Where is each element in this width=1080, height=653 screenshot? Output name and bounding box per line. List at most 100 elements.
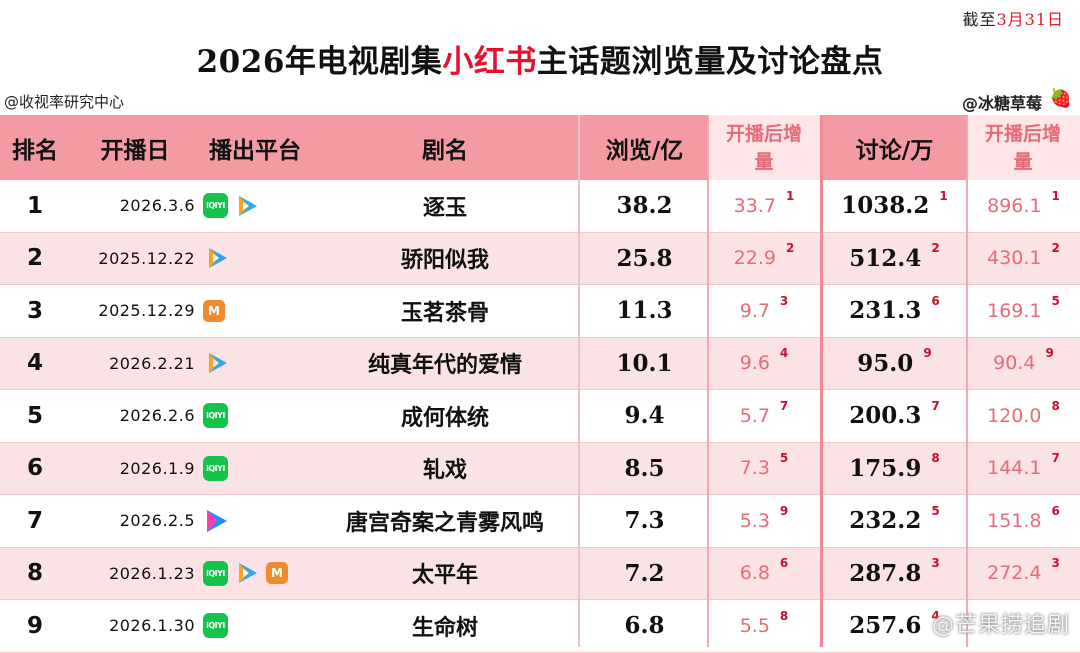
discussion-cell: 1038.2 1 bbox=[822, 180, 967, 232]
discussion-increment-cell: 896.1 1 bbox=[967, 180, 1080, 232]
discussion-rank: 1 bbox=[939, 188, 948, 203]
views-cell: 9.4 bbox=[624, 402, 665, 430]
discussion-increment-value: 272.4 bbox=[987, 562, 1042, 585]
page-title: 2026年电视剧集小红书主话题浏览量及讨论盘点 bbox=[196, 44, 884, 80]
platform-cell: M bbox=[203, 285, 328, 337]
column-divider bbox=[578, 115, 580, 647]
discussion-increment-value: 169.1 bbox=[987, 299, 1042, 322]
views-increment-value: 5.7 bbox=[739, 404, 770, 427]
platform-cell: iQIYI M bbox=[203, 548, 328, 600]
date-cell: 2025.12.22 bbox=[98, 248, 195, 268]
rank-cell: 5 bbox=[26, 402, 43, 429]
views-cell: 10.1 bbox=[616, 349, 673, 377]
header-date: 开播日 bbox=[100, 137, 170, 164]
iqiyi-icon: iQIYI bbox=[203, 613, 228, 639]
rank-cell: 9 bbox=[26, 612, 43, 639]
tencent-icon bbox=[233, 193, 261, 218]
views-increment-cell: 9.7 3 bbox=[708, 285, 820, 337]
discussion-increment-cell: 430.1 2 bbox=[967, 233, 1080, 285]
discussion-increment-cell: 120.0 8 bbox=[967, 390, 1080, 442]
views-increment-value: 5.5 bbox=[739, 614, 770, 637]
discussion-rank: 8 bbox=[931, 451, 940, 466]
views-increment-rank: 9 bbox=[779, 503, 789, 518]
table-header: 排名 开播日 播出平台 剧名 浏览/亿 开播后增量 讨论/万 开播后增量 bbox=[0, 115, 1080, 180]
watermark: @芒果捞追剧 bbox=[931, 613, 1070, 638]
table-row: 3 2025.12.29 M 玉茗茶骨 11.3 9.7 3 231.3 6 169.1 5 bbox=[0, 285, 1080, 338]
header-discussion-increment: 开播后增量 bbox=[984, 122, 1061, 173]
discussion-value: 95.0 bbox=[857, 349, 914, 377]
views-increment-cell: 9.6 4 bbox=[708, 338, 820, 390]
drama-name-cell: 轧戏 bbox=[422, 458, 467, 484]
drama-name-cell: 玉茗茶骨 bbox=[400, 300, 489, 326]
header-rank: 排名 bbox=[12, 137, 58, 164]
rank-cell: 8 bbox=[26, 560, 43, 587]
discussion-increment-rank: 6 bbox=[1051, 503, 1060, 518]
discussion-rank: 9 bbox=[923, 346, 932, 361]
table-row: 9 2026.1.30 iQIYI 生命树 6.8 5.5 8 257.6 4 bbox=[0, 600, 1080, 653]
discussion-increment-cell: 144.1 7 bbox=[967, 443, 1080, 495]
iqiyi-icon: iQIYI bbox=[203, 560, 228, 586]
header-views: 浏览/亿 bbox=[605, 137, 684, 164]
table-row: 7 2026.2.5 唐宫奇案之青雾风鸣 7.3 5.3 9 232.2 5 151.8 6 bbox=[0, 495, 1080, 548]
iqiyi-icon: iQIYI bbox=[203, 455, 228, 481]
discussion-increment-rank: 2 bbox=[1051, 241, 1060, 256]
table-row: 2 2025.12.22 骄阳似我 25.8 22.9 2 512.4 2 430.1 2 bbox=[0, 232, 1080, 285]
drama-name-cell: 骄阳似我 bbox=[400, 248, 489, 274]
mango-icon: M bbox=[203, 299, 225, 322]
discussion-increment-rank: 5 bbox=[1051, 293, 1060, 308]
column-divider bbox=[707, 115, 709, 647]
discussion-increment-value: 120.0 bbox=[987, 404, 1042, 427]
rank-cell: 4 bbox=[26, 350, 43, 377]
discussion-value: 200.3 bbox=[849, 402, 922, 430]
drama-name-cell: 成何体统 bbox=[400, 405, 489, 431]
discussion-rank: 2 bbox=[931, 241, 940, 256]
views-increment-cell: 6.8 6 bbox=[708, 548, 820, 600]
platform-cell bbox=[203, 233, 328, 285]
iqiyi-icon: iQIYI bbox=[203, 193, 228, 219]
views-increment-cell: 33.7 1 bbox=[708, 180, 820, 232]
platform-cell: iQIYI bbox=[203, 443, 328, 495]
header-views-increment: 开播后增量 bbox=[725, 122, 802, 173]
views-increment-value: 5.3 bbox=[739, 509, 770, 532]
views-increment-value: 9.6 bbox=[739, 352, 770, 375]
discussion-increment-rank: 8 bbox=[1051, 398, 1060, 413]
column-divider bbox=[966, 115, 968, 647]
discussion-cell: 231.3 6 bbox=[822, 285, 967, 337]
views-cell: 25.8 bbox=[616, 244, 673, 272]
discussion-cell: 232.2 5 bbox=[822, 495, 967, 547]
strawberry-icon: 🍓 bbox=[1049, 88, 1072, 109]
platform-cell: iQIYI bbox=[203, 180, 328, 232]
discussion-cell: 175.9 8 bbox=[822, 443, 967, 495]
views-increment-rank: 1 bbox=[785, 188, 795, 203]
views-cell: 8.5 bbox=[624, 454, 665, 482]
platform-cell: iQIYI bbox=[203, 600, 328, 652]
date-note: 截至3月31日 bbox=[962, 10, 1064, 29]
discussion-rank: 3 bbox=[931, 556, 940, 571]
views-increment-value: 22.9 bbox=[733, 247, 776, 270]
views-increment-value: 7.3 bbox=[739, 457, 770, 480]
platform-cell bbox=[203, 495, 328, 547]
date-cell: 2026.1.30 bbox=[109, 616, 195, 636]
drama-name-cell: 太平年 bbox=[411, 563, 478, 589]
views-cell: 11.3 bbox=[616, 297, 673, 325]
discussion-cell: 200.3 7 bbox=[822, 390, 967, 442]
views-increment-rank: 4 bbox=[779, 346, 789, 361]
date-cell: 2026.2.5 bbox=[119, 511, 195, 531]
views-increment-rank: 8 bbox=[779, 608, 789, 623]
youku-icon bbox=[203, 508, 229, 533]
discussion-value: 231.3 bbox=[849, 297, 922, 325]
discussion-increment-rank: 7 bbox=[1051, 451, 1060, 466]
discussion-rank: 5 bbox=[931, 503, 940, 518]
discussion-increment-rank: 3 bbox=[1051, 556, 1060, 571]
views-cell: 7.2 bbox=[624, 559, 665, 587]
discussion-cell: 512.4 2 bbox=[822, 233, 967, 285]
views-increment-rank: 3 bbox=[779, 293, 789, 308]
discussion-increment-cell: 151.8 6 bbox=[967, 495, 1080, 547]
discussion-increment-value: 151.8 bbox=[987, 509, 1042, 532]
discussion-rank: 7 bbox=[931, 398, 940, 413]
discussion-increment-rank: 9 bbox=[1045, 346, 1054, 361]
discussion-increment-value: 90.4 bbox=[993, 352, 1036, 375]
discussion-value: 175.9 bbox=[849, 454, 922, 482]
discussion-increment-value: 896.1 bbox=[987, 194, 1042, 217]
discussion-cell: 95.0 9 bbox=[822, 338, 967, 390]
